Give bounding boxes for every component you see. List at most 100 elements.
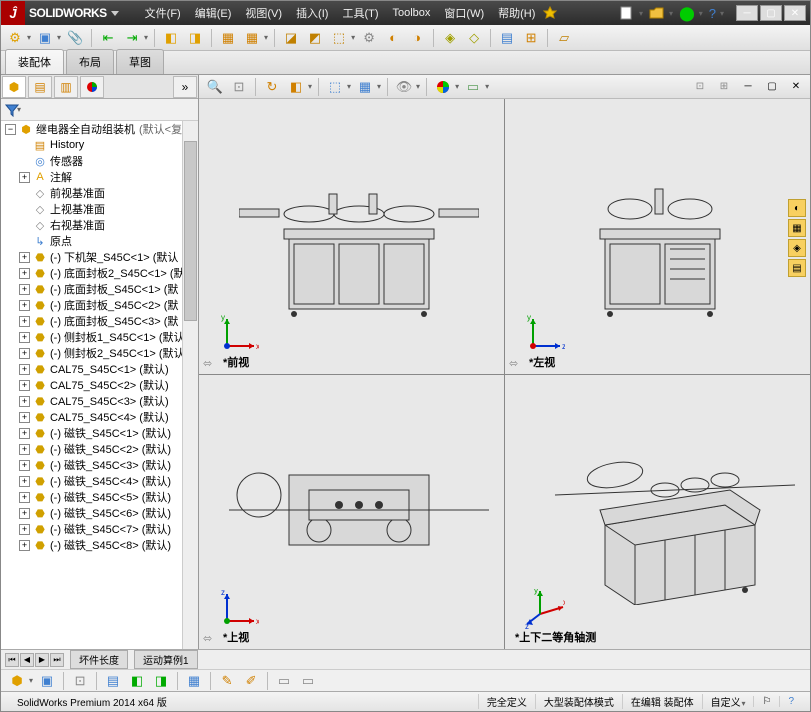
- view-section-icon[interactable]: ◧: [286, 77, 306, 97]
- tree-expand-icon[interactable]: +: [19, 364, 30, 375]
- status-help-icon[interactable]: ?: [779, 696, 802, 707]
- bi-5-icon[interactable]: ◧: [127, 671, 147, 691]
- menu-window[interactable]: 窗口(W): [438, 2, 490, 24]
- tree-expand-icon[interactable]: +: [19, 396, 30, 407]
- bi-1-icon[interactable]: ⬢: [7, 671, 27, 691]
- maximize-button[interactable]: ▢: [760, 5, 782, 21]
- tool-expand-icon[interactable]: ⇥: [122, 28, 142, 48]
- tab-motion-study[interactable]: 运动算例1: [134, 650, 198, 669]
- tree-row[interactable]: +⬣(-) 底面封板_S45C<3> (默: [1, 313, 198, 329]
- bi-3-icon[interactable]: ⊡: [70, 671, 90, 691]
- tool-gear-icon[interactable]: ⚙: [359, 28, 379, 48]
- tool-motion1-icon[interactable]: ◐: [383, 28, 403, 48]
- tree-expand-icon[interactable]: +: [19, 172, 30, 183]
- tree-row[interactable]: +⬣(-) 磁铁_S45C<5> (默认): [1, 489, 198, 505]
- bi-4-icon[interactable]: ▤: [103, 671, 123, 691]
- rb-icon-3[interactable]: ◈: [788, 239, 806, 257]
- menu-view[interactable]: 视图(V): [239, 2, 288, 24]
- tree-expand-icon[interactable]: +: [19, 492, 30, 503]
- tool-collapse-icon[interactable]: ⇤: [98, 28, 118, 48]
- bi-10-icon[interactable]: ▭: [274, 671, 294, 691]
- tree-expand-icon[interactable]: +: [19, 476, 30, 487]
- tree-row[interactable]: ◎传感器: [1, 153, 198, 169]
- new-file-icon[interactable]: [619, 5, 635, 21]
- tree-row[interactable]: −⬢继电器全自动组装机(默认<复: [1, 121, 198, 137]
- bi-2-icon[interactable]: ▣: [37, 671, 57, 691]
- tool-3d1-icon[interactable]: ◪: [281, 28, 301, 48]
- status-flag-icon[interactable]: ⚐: [753, 696, 779, 707]
- tool-clip-icon[interactable]: 📎: [65, 28, 85, 48]
- view-display-icon[interactable]: ▦: [355, 77, 375, 97]
- vp-ctrl1-icon[interactable]: ⊡: [690, 77, 710, 97]
- tree-expand-icon[interactable]: +: [19, 508, 30, 519]
- tool-bom-icon[interactable]: ▤: [497, 28, 517, 48]
- tool-assembly-icon[interactable]: ⚙: [5, 28, 25, 48]
- view-orient-icon[interactable]: ⬚: [325, 77, 345, 97]
- tool-ref1-icon[interactable]: ◈: [440, 28, 460, 48]
- tree-row[interactable]: +⬣(-) 底面封板_S45C<1> (默: [1, 281, 198, 297]
- tool-yellow1-icon[interactable]: ◧: [161, 28, 181, 48]
- viewport-iso[interactable]: xyz *上下二等角轴测: [505, 375, 810, 650]
- menu-insert[interactable]: 插入(I): [290, 2, 334, 24]
- tree-row[interactable]: +⬣(-) 底面封板2_S45C<1> (默: [1, 265, 198, 281]
- tree-tab-display-icon[interactable]: [80, 76, 104, 98]
- rb-icon-4[interactable]: ▤: [788, 259, 806, 277]
- btab-next-icon[interactable]: ▶: [35, 653, 49, 667]
- tree-row[interactable]: ◇右视基准面: [1, 217, 198, 233]
- status-custom[interactable]: 自定义 ▾: [702, 694, 754, 709]
- btab-prev-icon[interactable]: ◀: [20, 653, 34, 667]
- tool-item-icon[interactable]: ▣: [35, 28, 55, 48]
- tree-expand-icon[interactable]: +: [19, 444, 30, 455]
- tool-3d3-icon[interactable]: ⬚: [329, 28, 349, 48]
- tree-row[interactable]: ◇上视基准面: [1, 201, 198, 217]
- viewport-front[interactable]: xy ⬄ *前视: [199, 99, 504, 374]
- tool-yellow2-icon[interactable]: ◨: [185, 28, 205, 48]
- menu-toolbox[interactable]: Toolbox: [387, 4, 437, 22]
- tree-row[interactable]: +⬣CAL75_S45C<3> (默认): [1, 393, 198, 409]
- bi-9-icon[interactable]: ✐: [241, 671, 261, 691]
- tree-expand-icon[interactable]: +: [19, 268, 30, 279]
- tree-expand-icon[interactable]: +: [19, 428, 30, 439]
- vp-close-icon[interactable]: ✕: [786, 77, 806, 97]
- tree-row[interactable]: +⬣CAL75_S45C<4> (默认): [1, 409, 198, 425]
- feature-tree[interactable]: −⬢继电器全自动组装机(默认<复▤History◎传感器+A注解◇前视基准面◇上…: [1, 121, 198, 649]
- menu-help[interactable]: 帮助(H): [492, 2, 541, 24]
- tree-expand-icon[interactable]: +: [19, 540, 30, 551]
- tree-row[interactable]: +⬣(-) 磁铁_S45C<8> (默认): [1, 537, 198, 553]
- tree-expand-icon[interactable]: +: [19, 380, 30, 391]
- tree-expand-icon[interactable]: +: [19, 348, 30, 359]
- tree-row[interactable]: +⬣(-) 磁铁_S45C<1> (默认): [1, 425, 198, 441]
- bi-11-icon[interactable]: ▭: [298, 671, 318, 691]
- tree-row[interactable]: +⬣(-) 侧封板2_S45C<1> (默认: [1, 345, 198, 361]
- view-zoom-fit-icon[interactable]: 🔍: [205, 77, 225, 97]
- tree-scrollbar-thumb[interactable]: [184, 141, 197, 321]
- open-file-icon[interactable]: [649, 5, 665, 21]
- tree-tab-feature-icon[interactable]: ⬢: [2, 76, 26, 98]
- tree-expand-icon[interactable]: +: [19, 300, 30, 311]
- tool-3d2-icon[interactable]: ◩: [305, 28, 325, 48]
- tree-expand-icon[interactable]: +: [19, 316, 30, 327]
- tree-tab-property-icon[interactable]: ▤: [28, 76, 52, 98]
- close-button[interactable]: ✕: [784, 5, 806, 21]
- viewport-left[interactable]: zy ⬄ *左视 ◐ ▦ ◈ ▤: [505, 99, 810, 374]
- view-rotate-icon[interactable]: ↻: [262, 77, 282, 97]
- help-icon[interactable]: ?: [709, 6, 716, 21]
- bi-7-icon[interactable]: ▦: [184, 671, 204, 691]
- tree-expand-icon[interactable]: +: [19, 284, 30, 295]
- tree-collapse-icon[interactable]: »: [173, 76, 197, 98]
- tool-box1-icon[interactable]: ▦: [218, 28, 238, 48]
- tree-row[interactable]: +⬣CAL75_S45C<2> (默认): [1, 377, 198, 393]
- tool-ref2-icon[interactable]: ◇: [464, 28, 484, 48]
- tree-row[interactable]: +⬣(-) 磁铁_S45C<2> (默认): [1, 441, 198, 457]
- rb-icon-1[interactable]: ◐: [788, 199, 806, 217]
- btab-first-icon[interactable]: ⏮: [5, 653, 19, 667]
- tree-expand-icon[interactable]: +: [19, 412, 30, 423]
- bi-8-icon[interactable]: ✎: [217, 671, 237, 691]
- menu-file[interactable]: 文件(F): [139, 2, 187, 24]
- tree-expand-icon[interactable]: +: [19, 524, 30, 535]
- view-appearance-icon[interactable]: [433, 77, 453, 97]
- tree-row[interactable]: +⬣CAL75_S45C<1> (默认): [1, 361, 198, 377]
- tool-fold-icon[interactable]: ▱: [554, 28, 574, 48]
- rb-icon-2[interactable]: ▦: [788, 219, 806, 237]
- viewport-top[interactable]: xz ⬄ *上视: [199, 375, 504, 650]
